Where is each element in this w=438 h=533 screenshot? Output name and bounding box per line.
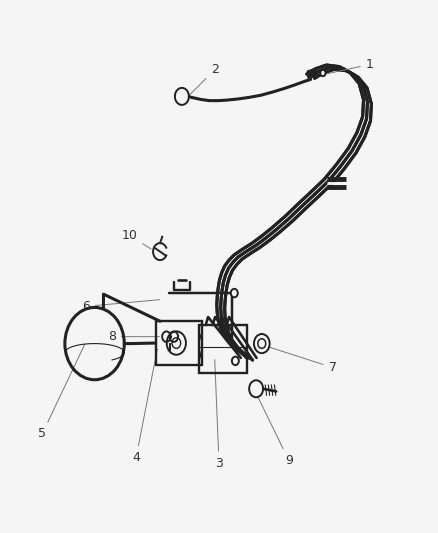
Text: 6: 6: [82, 300, 159, 313]
Text: 9: 9: [255, 391, 293, 467]
Text: 8: 8: [108, 330, 159, 343]
Circle shape: [232, 357, 239, 365]
Circle shape: [320, 70, 325, 76]
Text: 2: 2: [180, 63, 219, 105]
Text: 5: 5: [38, 344, 85, 440]
Polygon shape: [175, 88, 189, 105]
Text: 1: 1: [311, 58, 374, 77]
Text: 10: 10: [122, 229, 151, 249]
Circle shape: [249, 380, 263, 397]
Text: 4: 4: [132, 349, 157, 464]
Circle shape: [254, 334, 270, 353]
Circle shape: [231, 289, 238, 297]
Text: 7: 7: [261, 344, 336, 374]
Text: 3: 3: [215, 360, 223, 470]
